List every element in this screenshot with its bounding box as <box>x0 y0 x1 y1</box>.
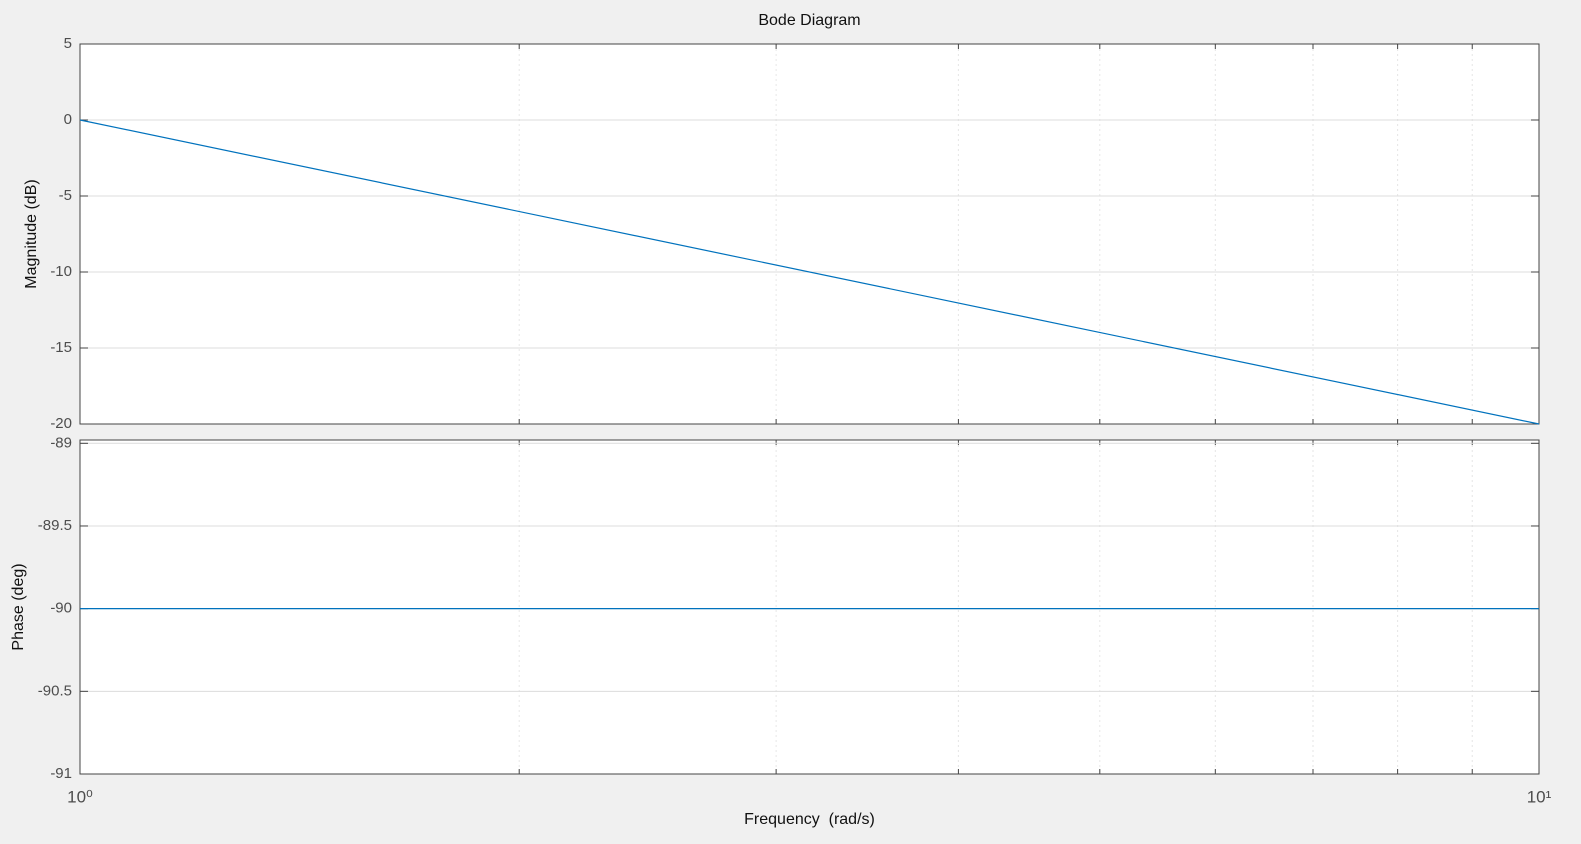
x-tick-label: 10¹ <box>1527 787 1552 806</box>
y-axis-label: Phase (deg) <box>10 563 27 650</box>
y-axis-label: Magnitude (dB) <box>23 179 40 288</box>
y-tick-label: -90 <box>50 600 72 617</box>
y-tick-label: -5 <box>59 187 72 204</box>
y-tick-label: -15 <box>50 339 72 356</box>
y-tick-label: -91 <box>50 765 72 782</box>
y-tick-label: 5 <box>64 35 72 52</box>
x-tick-label: 10⁰ <box>67 787 93 806</box>
x-axis-label: Frequency (rad/s) <box>744 811 875 828</box>
data-line <box>79 119 1540 425</box>
y-tick-label: -89.5 <box>38 517 72 534</box>
y-tick-label: 0 <box>64 111 72 128</box>
y-tick-label: -10 <box>50 263 72 280</box>
y-tick-label: -20 <box>50 415 72 432</box>
plot-area <box>80 44 1539 424</box>
chart-title: Bode Diagram <box>758 12 860 29</box>
axes-box <box>79 439 1540 775</box>
y-tick-label: -90.5 <box>38 682 72 699</box>
axes-box <box>79 43 1540 425</box>
plot-area <box>80 440 1539 774</box>
y-tick-label: -89 <box>50 434 72 451</box>
